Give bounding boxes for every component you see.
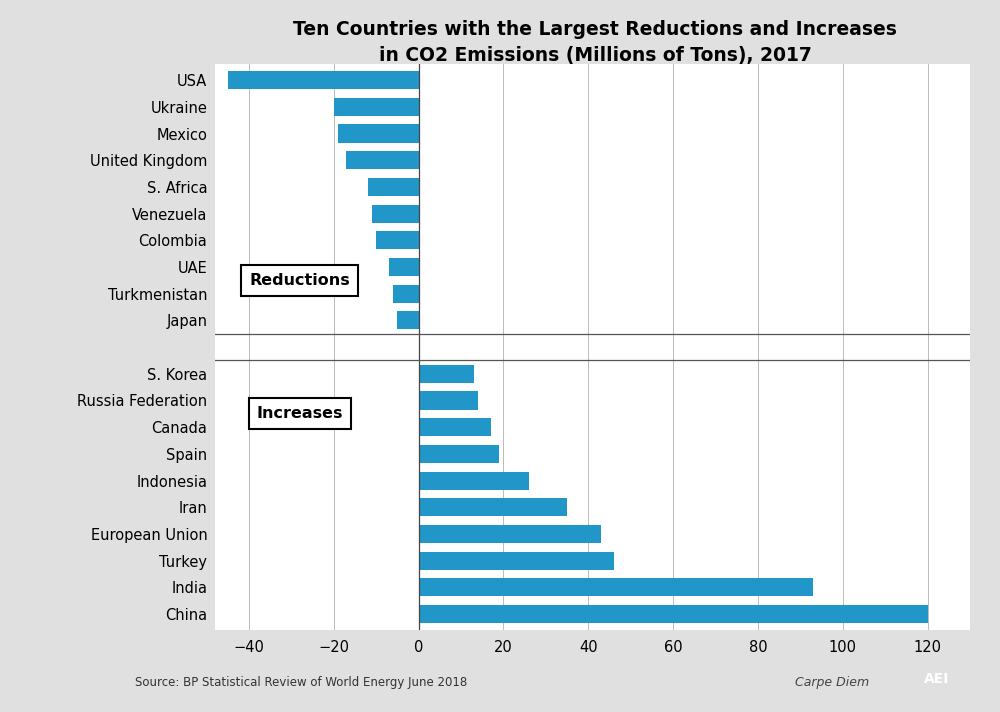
Bar bbox=[372, 204, 419, 223]
Bar bbox=[419, 498, 567, 516]
Bar bbox=[419, 418, 491, 436]
Text: Reductions: Reductions bbox=[249, 273, 350, 288]
Text: Source: BP Statistical Review of World Energy June 2018: Source: BP Statistical Review of World E… bbox=[135, 676, 467, 689]
Bar bbox=[419, 605, 928, 623]
Bar bbox=[368, 178, 419, 196]
Bar bbox=[334, 98, 419, 116]
Bar bbox=[419, 578, 813, 597]
Bar bbox=[389, 258, 419, 276]
Text: Ten Countries with the Largest Reductions and Increases
in CO2 Emissions (Millio: Ten Countries with the Largest Reduction… bbox=[293, 20, 897, 66]
Bar bbox=[228, 71, 419, 89]
Text: Carpe Diem: Carpe Diem bbox=[795, 676, 869, 689]
Bar bbox=[346, 151, 419, 169]
Bar bbox=[419, 471, 529, 490]
Bar bbox=[393, 285, 419, 303]
Bar bbox=[419, 392, 478, 409]
Bar bbox=[419, 445, 499, 463]
Bar bbox=[338, 125, 419, 142]
Bar bbox=[397, 311, 419, 330]
Bar bbox=[376, 231, 419, 249]
Bar bbox=[419, 525, 601, 543]
Text: Increases: Increases bbox=[257, 407, 343, 422]
Bar bbox=[419, 552, 614, 570]
Bar bbox=[419, 365, 474, 383]
Text: AEI: AEI bbox=[924, 672, 950, 686]
